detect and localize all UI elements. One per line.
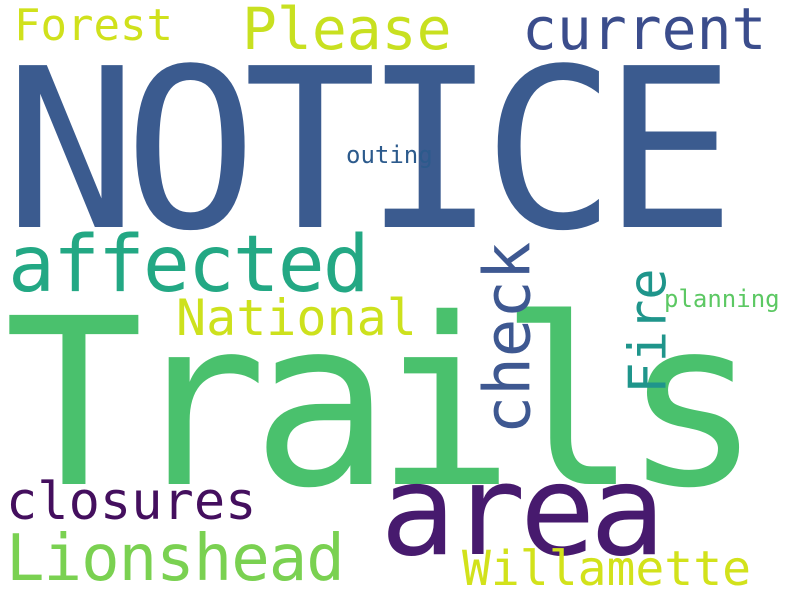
word-outing: outing [346, 141, 433, 169]
word-trails: Trails [4, 269, 762, 539]
word-notice: NOTICE [4, 22, 736, 280]
word-lionshead: Lionshead [6, 522, 345, 596]
word-national: National [176, 289, 417, 347]
word-closures: closures [6, 472, 257, 532]
word-please: Please [242, 0, 452, 63]
word-area: area [380, 437, 665, 584]
word-affected: affected [8, 220, 370, 310]
word-check: check [471, 241, 546, 435]
word-current: current [522, 0, 767, 63]
word-fire: Fire [618, 268, 679, 394]
word-planning: planning [664, 285, 780, 313]
word-willamette: Willamette [462, 541, 751, 597]
word-forest: Forest [14, 0, 173, 51]
